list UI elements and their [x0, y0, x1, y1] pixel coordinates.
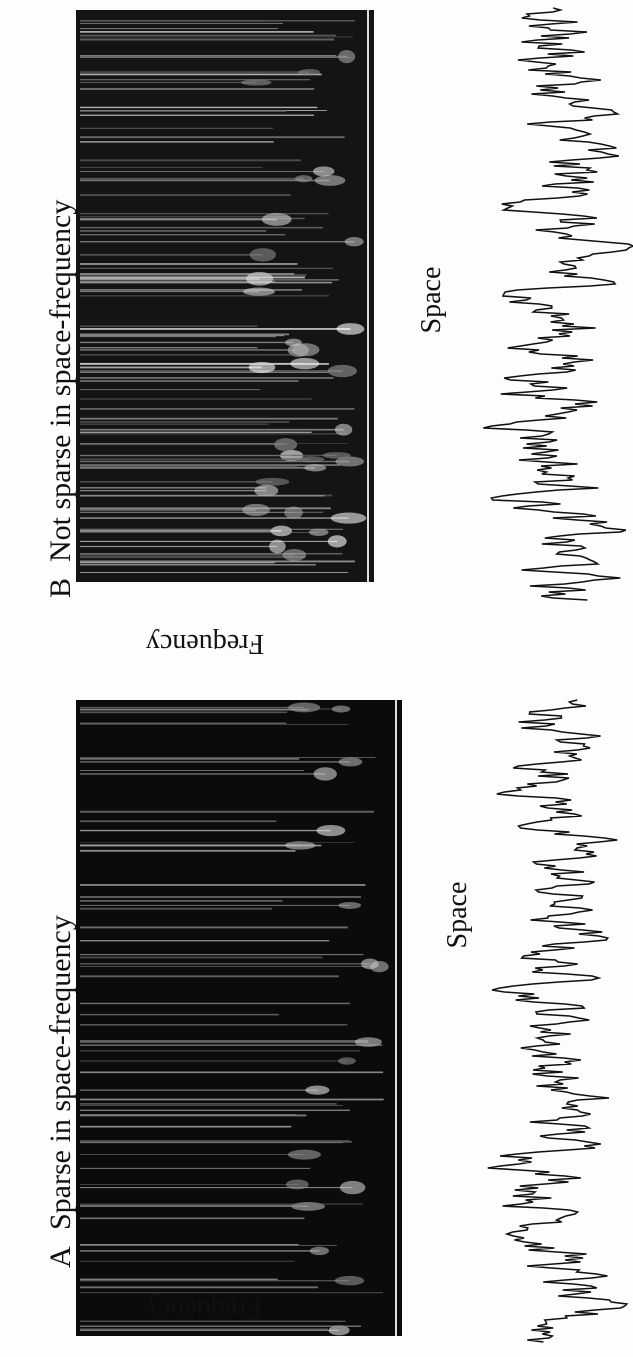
- spectrogram-blob: [338, 757, 363, 767]
- spectrogram-blob: [298, 68, 320, 76]
- panel-title: Not sparse in space-frequency: [44, 200, 77, 562]
- spectrogram-blob: [288, 702, 321, 713]
- spectrogram-blob: [242, 287, 275, 296]
- spectrogram-blob: [294, 175, 313, 183]
- panel-a: A Sparse in space-frequency Frequency Sp…: [44, 699, 629, 1343]
- spectrogram-blob: [327, 364, 357, 378]
- spectrogram-blob: [285, 338, 302, 347]
- spectrogram-blob: [338, 1057, 356, 1065]
- signal-trace: [483, 7, 633, 601]
- spectrogram-blob: [305, 1085, 330, 1095]
- spectrogram-blob: [334, 423, 353, 436]
- spectrogram-blob: [274, 438, 298, 452]
- signal-trace: [487, 699, 629, 1343]
- spectrogram-blob: [334, 1275, 365, 1286]
- spectrogram-blob: [261, 213, 292, 226]
- spectrogram-blob: [269, 539, 286, 554]
- spectrogram-blob: [314, 175, 346, 186]
- spectrogram-blob: [331, 705, 351, 713]
- spectrogram-blob: [287, 1149, 321, 1160]
- spectrogram-blob: [339, 1180, 366, 1195]
- spectrogram-blob: [284, 841, 316, 850]
- spectrogram-blob: [291, 343, 320, 357]
- spectrogram-blob: [296, 456, 325, 463]
- x-axis-label: Space: [416, 267, 447, 334]
- spectrogram-blob: [313, 767, 337, 781]
- spectrogram-blob: [240, 79, 272, 86]
- spectrogram-blob: [282, 549, 307, 561]
- y-axis-label: Frequency: [146, 628, 264, 659]
- spectrogram-blob: [335, 456, 365, 467]
- panel-title: Sparse in space-frequency: [44, 915, 77, 1230]
- spectrogram-blob: [344, 236, 364, 247]
- spectrogram-blob: [249, 248, 277, 262]
- spectrogram-blob: [309, 1246, 330, 1256]
- spectrogram-blob: [308, 528, 329, 536]
- spectrogram-blob: [327, 535, 347, 548]
- x-axis-label: Space: [442, 882, 473, 949]
- spectrogram-blob: [248, 361, 276, 374]
- spectrogram-blob: [328, 1325, 350, 1336]
- spectrogram-blob: [322, 452, 351, 459]
- spectrogram-blob: [290, 357, 320, 370]
- spectrogram-blob: [330, 512, 367, 524]
- spectrogram-blob: [338, 50, 356, 64]
- panel-label: B: [44, 578, 77, 598]
- spectrogram-blob: [338, 901, 362, 909]
- spectrogram-blob: [246, 271, 274, 286]
- spectrogram-blob: [242, 503, 270, 517]
- y-axis-label: Frequency: [144, 1293, 262, 1324]
- spectrogram-blob: [255, 477, 290, 486]
- spectrogram-blob: [284, 506, 303, 519]
- spectrogram-blob: [354, 1037, 382, 1047]
- spectrogram-blob: [254, 484, 279, 497]
- panel-label: A: [44, 1246, 77, 1268]
- spectrogram-blob: [285, 1179, 309, 1190]
- spectrogram: [76, 700, 402, 1336]
- spectrogram-blob: [312, 166, 335, 177]
- spectrogram-blob: [336, 323, 365, 335]
- panel-b: B Not sparse in space-frequency Frequenc…: [44, 7, 633, 659]
- spectrogram-blob: [361, 958, 379, 970]
- spectrogram-blob: [270, 525, 293, 537]
- spectrogram-blob: [304, 464, 327, 472]
- spectrogram-blob: [316, 824, 346, 837]
